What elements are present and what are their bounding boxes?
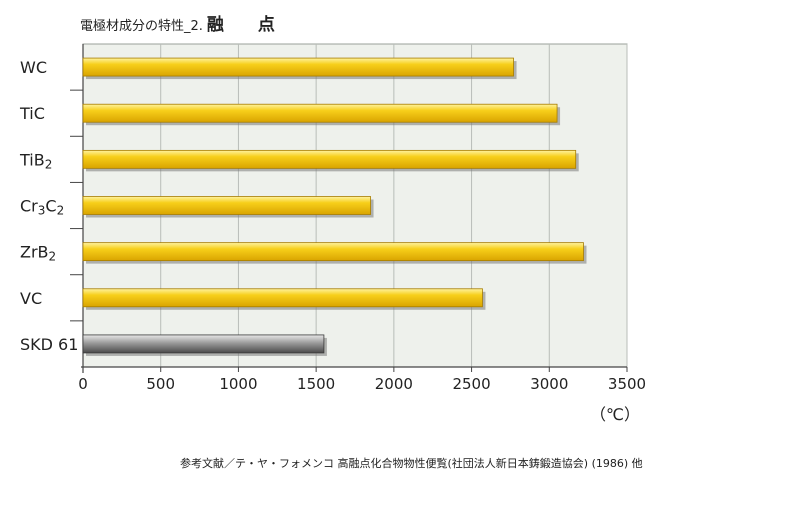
chart-title-main: 融 点 xyxy=(206,15,289,35)
x-tick-label: 3000 xyxy=(530,375,568,393)
bar xyxy=(82,149,577,169)
category-label: ZrB2 xyxy=(20,243,56,264)
x-tick-label: 2000 xyxy=(375,375,413,393)
bar xyxy=(82,103,558,123)
bar xyxy=(82,196,371,215)
x-tick-label: 2500 xyxy=(452,375,490,393)
bar xyxy=(82,288,483,308)
bar xyxy=(82,242,584,262)
bar xyxy=(82,57,514,77)
x-tick-label: 500 xyxy=(146,375,175,393)
source-note: 参考文献／テ・ヤ・フォメンコ 高融点化合物物性便覧(社団法人新日本鋳鍛造協会) … xyxy=(180,457,643,470)
category-labels: WC TiC TiB2 Cr3C2 ZrB2 VC SKD 61 xyxy=(19,58,78,354)
x-tick-label: 1500 xyxy=(297,375,335,393)
category-label: TiB2 xyxy=(19,150,52,171)
x-tick-label: 3500 xyxy=(608,375,646,393)
category-label: Cr3C2 xyxy=(20,197,64,218)
unit-label: （℃） xyxy=(590,405,640,424)
category-label: WC xyxy=(20,58,47,77)
x-tick-labels: 0 500 1000 1500 2000 2500 3000 3500 xyxy=(78,375,646,393)
category-label: TiC xyxy=(19,104,45,123)
x-tick-label: 1000 xyxy=(219,375,257,393)
chart-title: 電極材成分の特性_2. 融 点 xyxy=(80,10,289,35)
bar xyxy=(82,334,325,354)
bars xyxy=(82,57,587,356)
x-tick-label: 0 xyxy=(78,375,88,393)
category-label: SKD 61 xyxy=(20,335,78,354)
chart-title-prefix: 電極材成分の特性_2. xyxy=(80,19,203,34)
category-label: VC xyxy=(20,289,42,308)
